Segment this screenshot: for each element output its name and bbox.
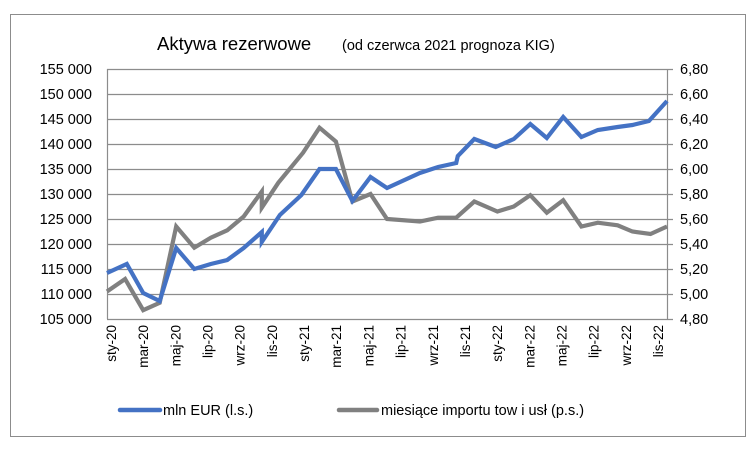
right-axis-tick-label: 5,80 — [680, 187, 708, 203]
right-axis-ticks: 6,80 6,60 6,40 6,20 6,00 5,80 5,60 5,40 5,20 5,00… — [680, 62, 708, 328]
left-axis-tick-label: 115 000 — [41, 262, 92, 278]
right-axis-tick-label: 6,40 — [680, 112, 708, 128]
right-axis-tick-label: 5,60 — [680, 212, 708, 228]
left-axis-tick-label: 105 000 — [40, 312, 92, 328]
x-axis-tick-label: wrz-20 — [233, 325, 248, 367]
x-axis-tick-label: mar-20 — [136, 325, 151, 368]
x-axis-tick-label: wrz-22 — [619, 325, 634, 367]
x-axis-tick-label: lip-20 — [201, 325, 216, 358]
left-axis-tick-label: 130 000 — [40, 187, 92, 203]
x-axis-tick-label: lis-22 — [651, 325, 666, 357]
x-axis-tick-label: mar-21 — [329, 325, 344, 368]
left-axis-ticks: 155 000 150 000 145 000 140 000 135 000 130 0… — [40, 62, 92, 328]
left-axis-tick-label: 155 000 — [40, 62, 92, 78]
x-axis-tick-label: sty-21 — [297, 325, 312, 362]
chart-title: Aktywa rezerwowe — [157, 33, 311, 54]
x-axis-ticks: sty-20 mar-20 maj-20 lip-20 wrz-20 lis-20 sty-… — [104, 325, 666, 368]
right-axis-tick-label: 6,80 — [680, 62, 708, 78]
left-axis-tick-label: 110 000 — [41, 287, 92, 303]
left-axis-tick-label: 135 000 — [40, 162, 92, 178]
series-line-import-months — [105, 124, 668, 313]
x-axis-tick-label: lip-22 — [587, 325, 602, 358]
right-axis-tick-label: 5,20 — [680, 262, 708, 278]
series-line-mln-eur — [106, 99, 669, 304]
x-axis-tick-label: wrz-21 — [426, 325, 441, 367]
x-axis-tick-label: maj-20 — [168, 325, 183, 366]
x-axis-tick-label: lis-20 — [265, 325, 280, 357]
right-axis-tick-label: 6,20 — [680, 137, 708, 153]
left-axis-tick-label: 150 000 — [40, 87, 92, 103]
chart-subtitle: (od czerwca 2021 prognoza KIG) — [342, 38, 555, 54]
left-axis-tick-label: 125 000 — [40, 212, 92, 228]
x-axis-tick-label: sty-20 — [104, 325, 119, 362]
right-axis-tick-label: 5,40 — [680, 237, 708, 253]
left-axis-tick-label: 140 000 — [40, 137, 92, 153]
x-axis-tick-label: maj-21 — [361, 325, 376, 366]
right-axis-tick-label: 4,80 — [680, 312, 708, 328]
left-axis-tick-label: 145 000 — [40, 112, 92, 128]
legend-label-import-months: miesiące importu tow i usł (p.s.) — [381, 403, 584, 419]
legend-label-mln-eur: mln EUR (l.s.) — [163, 403, 253, 419]
x-axis-tick-label: mar-22 — [522, 325, 537, 368]
x-axis-tick-label: lis-21 — [458, 325, 473, 357]
right-axis-tick-label: 5,00 — [680, 287, 708, 303]
left-axis-tick-label: 120 000 — [40, 237, 92, 253]
right-axis-tick-label: 6,00 — [680, 162, 708, 178]
right-axis-tick-label: 6,60 — [680, 87, 708, 103]
series-lines — [105, 99, 669, 313]
chart-border — [10, 14, 746, 437]
gridlines — [106, 68, 673, 321]
legend: mln EUR (l.s.) miesiące importu tow i us… — [117, 403, 584, 419]
x-axis-tick-label: lip-21 — [394, 325, 409, 358]
x-axis-tick-label: sty-22 — [490, 325, 505, 362]
x-axis-tick-label: maj-22 — [554, 325, 569, 366]
